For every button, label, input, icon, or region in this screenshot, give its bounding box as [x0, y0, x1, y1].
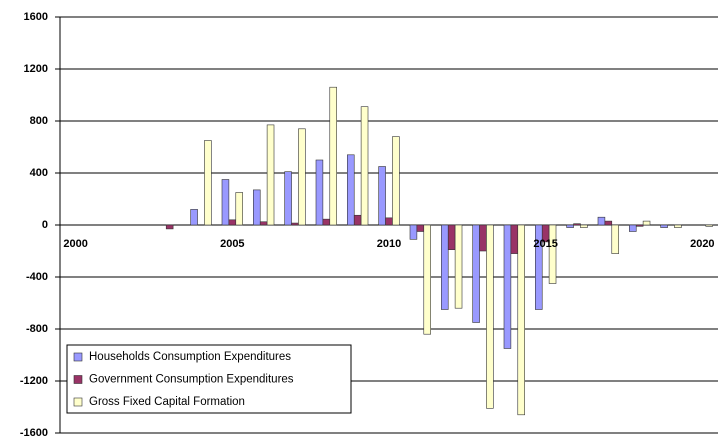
legend-label: Gross Fixed Capital Formation: [89, 396, 245, 408]
bar: [329, 86, 337, 226]
bar: [611, 224, 619, 254]
y-tick-label: -800: [26, 323, 48, 335]
bar: [566, 224, 574, 228]
bar: [190, 209, 198, 226]
x-tick-label: 2015: [533, 238, 557, 250]
legend-swatch: [73, 352, 83, 362]
y-tick-label: -1600: [20, 427, 48, 439]
bar: [535, 224, 543, 310]
x-tick-label: 2000: [63, 238, 87, 250]
legend-label: Government Consumption Expenditures: [89, 374, 294, 386]
bar: [347, 154, 355, 226]
bar: [510, 224, 519, 254]
bar: [392, 136, 400, 226]
bar: [253, 189, 261, 226]
bar: [322, 218, 331, 226]
bar: [298, 128, 306, 226]
bar: [472, 224, 480, 323]
bar: [259, 221, 268, 226]
y-tick-label: 1600: [24, 11, 48, 23]
bar: [454, 224, 463, 309]
bar: [503, 224, 512, 349]
x-tick-label: 2020: [690, 238, 714, 250]
bar: [548, 224, 557, 284]
bar: [284, 171, 292, 226]
bar: [409, 224, 418, 240]
bar: [441, 224, 449, 310]
bar: [385, 217, 393, 226]
bar: [315, 159, 324, 226]
bar: [635, 224, 644, 227]
bar: [221, 179, 230, 226]
bar: [597, 216, 606, 226]
y-tick-label: -400: [26, 271, 48, 283]
bar: [291, 222, 299, 226]
bar: [416, 224, 425, 232]
bar: [235, 192, 243, 226]
bar: [580, 224, 588, 228]
bar: [674, 224, 682, 228]
bar: [604, 220, 613, 226]
bar: [360, 106, 369, 226]
bar: [486, 224, 494, 409]
bar: [423, 224, 431, 335]
y-tick-label: -1200: [20, 375, 48, 387]
legend-swatch: [73, 375, 83, 384]
legend-box: [66, 344, 352, 414]
bar: [642, 220, 651, 226]
bar: [228, 219, 237, 226]
bar: [447, 224, 456, 251]
bar: [378, 166, 386, 226]
bar: [517, 224, 525, 416]
x-tick-label: 2005: [220, 238, 244, 250]
bar: [660, 224, 668, 228]
legend-label: Households Consumption Expenditures: [89, 351, 291, 363]
y-tick-label: 1200: [24, 63, 48, 75]
bar: [479, 224, 487, 252]
legend-swatch: [73, 397, 83, 407]
y-tick-label: 400: [30, 167, 48, 179]
legend: Households Consumption Expenditures Gover…: [66, 344, 352, 414]
bar: [165, 224, 174, 230]
x-tick-label: 2010: [377, 238, 401, 250]
bar: [353, 214, 362, 226]
bar: [629, 224, 637, 232]
bar: [266, 124, 275, 226]
bar: [573, 223, 581, 226]
y-tick-label: 800: [30, 115, 48, 127]
y-tick-label: 0: [42, 219, 48, 231]
bar: [705, 224, 713, 227]
bar: [204, 140, 212, 226]
